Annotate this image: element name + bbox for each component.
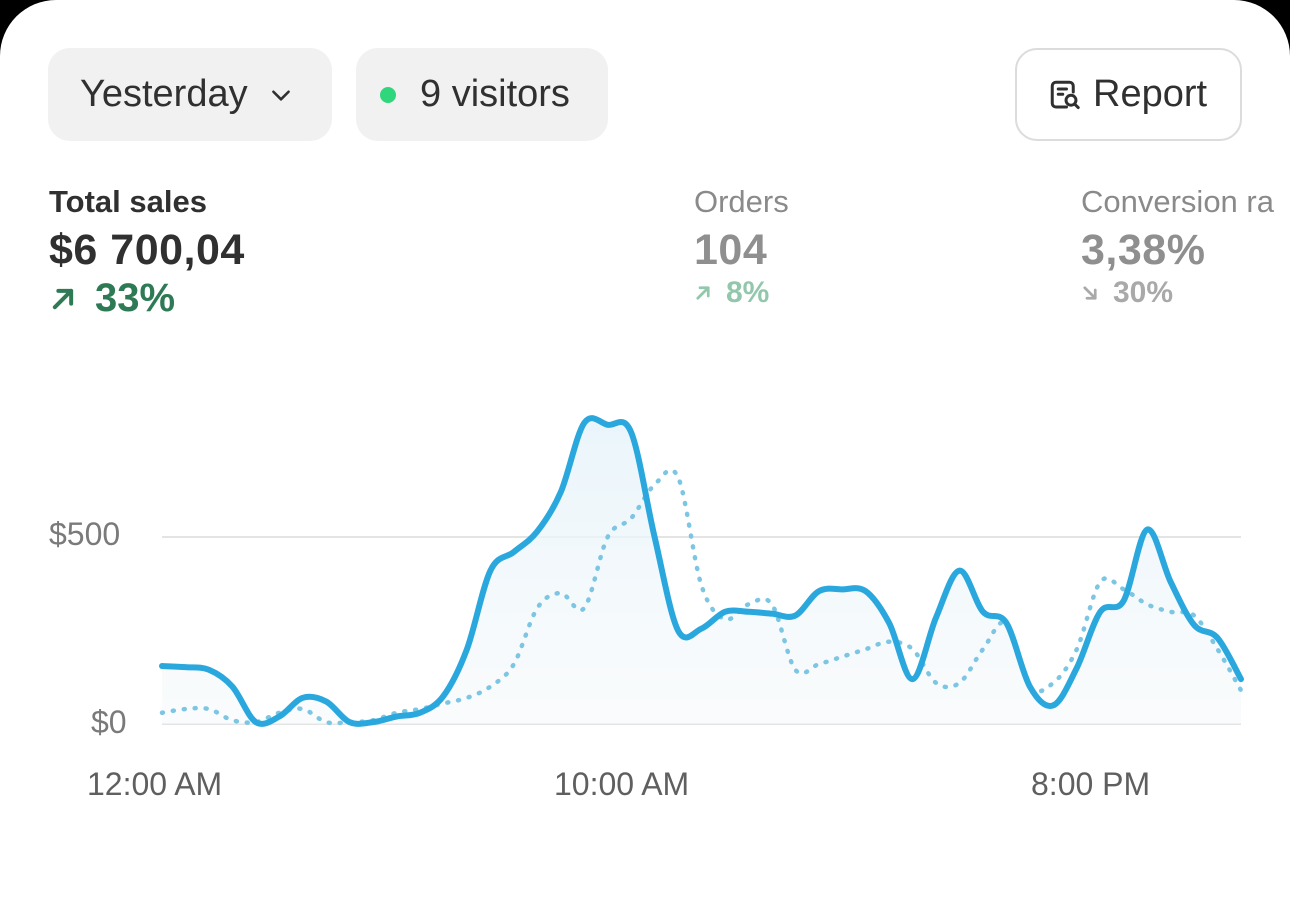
arrow-up-right-icon xyxy=(52,288,74,309)
comparison-period-line xyxy=(159,468,1244,726)
metric-value: $6 700,04 xyxy=(49,226,245,274)
report-search-icon xyxy=(1050,80,1080,109)
metric-change: 8% xyxy=(694,276,789,310)
sales-line-chart[interactable] xyxy=(0,0,1290,836)
metric-label: Orders xyxy=(694,184,789,219)
metric-value: 104 xyxy=(694,226,768,274)
date-range-label: Yesterday xyxy=(80,73,248,115)
metric-change: 30% xyxy=(1081,276,1274,310)
online-dot-icon xyxy=(380,86,396,103)
live-visitors-label: 9 visitors xyxy=(420,73,570,115)
metric-orders[interactable]: Orders 104 8% xyxy=(694,180,789,310)
metric-change-value: 8% xyxy=(726,276,770,309)
metric-value: 3,38% xyxy=(1081,226,1206,274)
metric-conversion-rate[interactable]: Conversion ra 3,38% 30% xyxy=(1081,180,1274,310)
x-tick-label: 8:00 PM xyxy=(1031,766,1151,802)
date-range-dropdown[interactable]: Yesterday xyxy=(48,48,332,141)
x-tick-label: 12:00 AM xyxy=(87,766,223,802)
arrow-down-right-icon xyxy=(1083,286,1097,300)
y-tick-label: $500 xyxy=(49,516,121,552)
live-visitors-button[interactable]: 9 visitors xyxy=(356,48,608,141)
arrow-up-right-icon xyxy=(696,286,710,300)
report-button[interactable]: Report xyxy=(1015,48,1242,141)
sales-area-fill xyxy=(162,418,1241,724)
chevron-down-icon xyxy=(271,89,290,101)
y-tick-label: $0 xyxy=(91,704,127,740)
x-tick-label: 10:00 AM xyxy=(554,766,690,802)
metric-total-sales[interactable]: Total sales $6 700,04 33% xyxy=(49,180,245,321)
metric-change-value: 33% xyxy=(95,276,176,320)
report-label: Report xyxy=(1093,73,1208,115)
metric-change-value: 30% xyxy=(1113,276,1174,309)
metric-label: Total sales xyxy=(49,184,207,219)
metric-change: 33% xyxy=(49,276,245,321)
metric-label: Conversion ra xyxy=(1081,184,1274,219)
current-period-line xyxy=(159,415,1244,727)
